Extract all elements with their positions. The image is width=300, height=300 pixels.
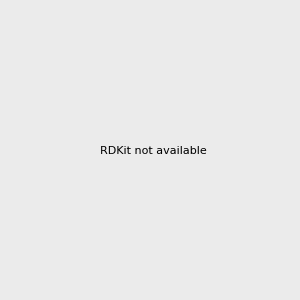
Text: RDKit not available: RDKit not available — [100, 146, 207, 157]
